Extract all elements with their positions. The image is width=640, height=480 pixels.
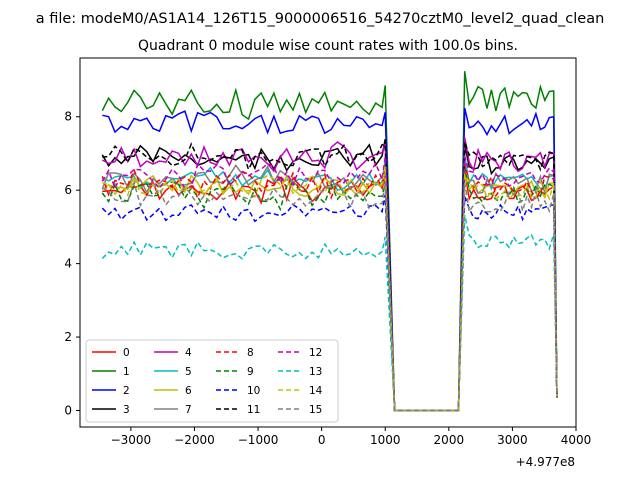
legend-label-5: 5 (185, 366, 192, 378)
series-layer (101, 71, 558, 412)
suptitle: a file: modeM0/AS1A14_126T15_9000006516_… (36, 11, 605, 27)
legend-label-10: 10 (247, 385, 260, 397)
legend-label-4: 4 (185, 347, 192, 359)
legend-label-2: 2 (123, 385, 130, 397)
x-tick-label: 2000 (434, 433, 465, 447)
series-line-9 (101, 167, 558, 412)
y-tick-label: 8 (64, 110, 72, 124)
series-line-12 (101, 156, 558, 412)
legend-label-0: 0 (123, 347, 130, 359)
series-line-14 (102, 166, 558, 412)
legend-label-9: 9 (247, 366, 254, 378)
x-tick-label: 1000 (370, 433, 401, 447)
series-line-2 (102, 107, 558, 412)
series-line-11 (102, 141, 558, 412)
legend-label-12: 12 (309, 347, 322, 359)
x-axis: −3000 −2000 −1000 0 1000 2000 3000 4000 (111, 427, 592, 447)
series-line-1 (101, 71, 558, 412)
y-tick-label: 0 (64, 403, 72, 417)
legend-label-1: 1 (123, 366, 130, 378)
x-tick-label: −2000 (174, 433, 215, 447)
series-line-4 (101, 137, 558, 412)
y-axis: 0 2 4 6 8 (64, 110, 80, 417)
y-tick-label: 4 (64, 257, 72, 271)
legend-label-11: 11 (247, 404, 260, 416)
x-tick-label: 4000 (561, 433, 592, 447)
y-tick-label: 2 (64, 330, 72, 344)
series-line-13 (101, 215, 558, 412)
legend-label-14: 14 (309, 385, 323, 397)
x-tick-label: 0 (318, 433, 326, 447)
x-tick-label: −3000 (111, 433, 152, 447)
legend-label-7: 7 (185, 404, 192, 416)
series-line-7 (101, 163, 558, 412)
plot-frame (79, 57, 577, 428)
chart-title: Quadrant 0 module wise count rates with … (138, 38, 518, 54)
x-tick-label: −1000 (238, 433, 279, 447)
series-line-6 (101, 171, 558, 412)
legend-label-15: 15 (309, 404, 322, 416)
x-tick-label: 3000 (497, 433, 528, 447)
legend-box (85, 339, 339, 423)
series-line-10 (101, 194, 558, 412)
legend-label-8: 8 (247, 347, 254, 359)
legend-label-13: 13 (309, 366, 322, 378)
x-offset-label: +4.977e8 (516, 455, 575, 469)
legend-label-6: 6 (185, 385, 192, 397)
legend-label-3: 3 (123, 404, 130, 416)
y-tick-label: 6 (64, 183, 72, 197)
